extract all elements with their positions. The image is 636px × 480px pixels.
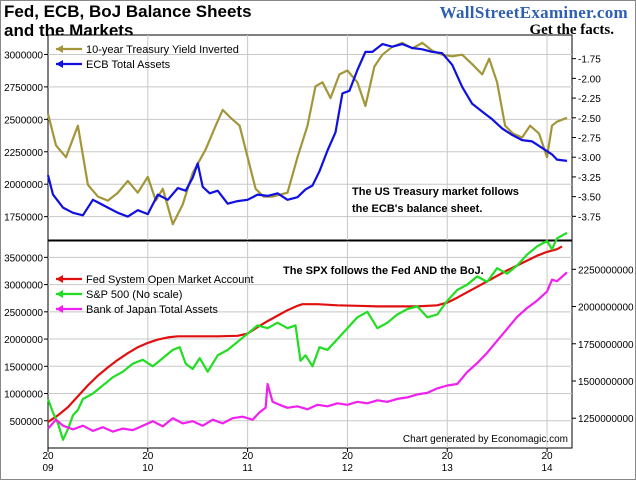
series-line-treasury: [46, 41, 568, 226]
y-tick-label-right: 1250000000: [578, 414, 634, 425]
chart-footer: Chart generated by Economagic.com: [403, 434, 568, 445]
plot-area-2: [47, 240, 573, 449]
y-tick-label-left: 3000000: [4, 281, 43, 292]
y-tick-label-left: 2250000: [4, 148, 43, 159]
x-tick-label-year: 12: [342, 463, 354, 474]
legend-label-spx: S&P 500 (No scale): [86, 289, 182, 301]
y-tick-label-left: 2750000: [4, 83, 43, 94]
y-tick-label-right: 2000000000: [578, 303, 634, 314]
y-tick-label-left: 1500000: [4, 362, 43, 373]
y-tick-label-right: 1500000000: [578, 377, 634, 388]
x-tick-label-century: 20: [442, 451, 454, 462]
y-tick-label-right: 2250000000: [578, 265, 634, 276]
y-tick-label-left: 2000000: [4, 335, 43, 346]
brand-logo-text: WallStreetExaminer.com: [439, 3, 628, 22]
annotation-text: The US Treasury market follows: [352, 186, 519, 198]
series-line-boj: [47, 271, 568, 433]
y-tick-label-right: -2.00: [578, 74, 601, 85]
legend-arrow-spx: [56, 290, 63, 298]
y-tick-label-left: 2000000: [4, 180, 43, 191]
legend-label-fed: Fed System Open Market Account: [86, 274, 254, 286]
annotation-text: the ECB's balance sheet.: [352, 203, 482, 215]
legend-arrow-fed: [56, 275, 63, 283]
legend-label-treasury: 10-year Treasury Yield Inverted: [86, 44, 239, 56]
y-tick-label-right: -3.25: [578, 173, 601, 184]
y-tick-label-left: 3000000: [4, 50, 43, 61]
x-tick-label-century: 20: [541, 451, 553, 462]
legend-arrow-treasury: [56, 45, 63, 53]
y-tick-label-right: -2.75: [578, 134, 601, 145]
y-tick-label-right: -3.00: [578, 153, 601, 164]
y-tick-label-right: -2.25: [578, 94, 601, 105]
y-tick-label-right: -3.50: [578, 193, 601, 204]
x-tick-label-century: 20: [242, 451, 254, 462]
legend-arrow-boj: [56, 305, 63, 313]
y-tick-label-left: 2500000: [4, 308, 43, 319]
y-tick-label-left: 2500000: [4, 115, 43, 126]
x-tick-label-century: 20: [42, 451, 54, 462]
annotation-text: The SPX follows the Fed AND the BoJ.: [283, 265, 484, 277]
legend-label-ecb: ECB Total Assets: [86, 59, 171, 71]
y-tick-label-left: 1000000: [4, 390, 43, 401]
series-line-spx: [46, 231, 568, 441]
x-tick-label-year: 09: [42, 463, 54, 474]
x-tick-label-year: 13: [442, 463, 454, 474]
y-tick-label-right: -3.75: [578, 212, 601, 223]
series-line-fed: [47, 245, 563, 423]
y-tick-label-right: -2.50: [578, 114, 601, 125]
y-tick-label-left: 1750000: [4, 213, 43, 224]
brand-tagline: Get the facts.: [529, 22, 614, 38]
y-tick-label-left: 3500000: [4, 253, 43, 264]
y-tick-label-right: 1750000000: [578, 340, 634, 351]
legend-arrow-ecb: [56, 60, 63, 68]
x-tick-label-year: 10: [142, 463, 154, 474]
x-tick-label-year: 14: [541, 463, 553, 474]
legend-label-boj: Bank of Japan Total Assets: [86, 304, 218, 316]
x-tick-label-year: 11: [242, 463, 253, 474]
x-tick-label-century: 20: [342, 451, 354, 462]
y-tick-label-left: 500000: [10, 417, 44, 428]
x-tick-label-century: 20: [142, 451, 154, 462]
y-tick-label-right: -1.75: [578, 55, 601, 66]
series-line-ecb: [46, 43, 568, 218]
